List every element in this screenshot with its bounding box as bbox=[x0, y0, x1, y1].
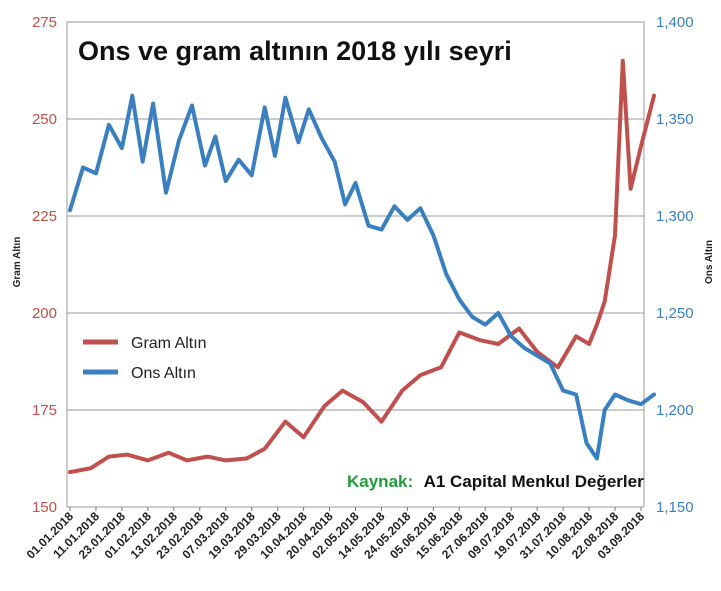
series-line-gram-altin bbox=[68, 58, 656, 475]
legend-label-gram: Gram Altın bbox=[131, 335, 207, 352]
right-tick-label: 1,400 bbox=[656, 14, 694, 31]
series-line-ons-altin bbox=[68, 93, 656, 461]
right-tick-label: 1,150 bbox=[656, 499, 694, 516]
chart-title: Ons ve gram altının 2018 yılı seyri bbox=[78, 36, 512, 66]
series-layer bbox=[68, 58, 656, 475]
left-tick-label: 150 bbox=[32, 499, 57, 516]
right-tick-label: 1,250 bbox=[656, 305, 694, 322]
left-tick-label: 175 bbox=[32, 402, 57, 419]
grid-lines bbox=[67, 118, 644, 411]
source-note: Kaynak: A1 Capital Menkul Değerler bbox=[347, 472, 644, 491]
right-tick-label: 1,200 bbox=[656, 402, 694, 419]
source-text: A1 Capital Menkul Değerler bbox=[424, 472, 645, 491]
left-tick-label: 250 bbox=[32, 111, 57, 128]
left-axis: 150 175 200 225 250 275 bbox=[32, 14, 57, 516]
plot-frame bbox=[66, 21, 645, 508]
right-tick-label: 1,350 bbox=[656, 111, 694, 128]
right-axis-title: Ons Altın bbox=[704, 240, 715, 284]
left-tick-label: 225 bbox=[32, 208, 57, 225]
legend-label-ons: Ons Altın bbox=[131, 365, 196, 382]
left-tick-label: 200 bbox=[32, 305, 57, 322]
left-axis-title: Gram Altın bbox=[12, 237, 23, 288]
left-tick-label: 275 bbox=[32, 14, 57, 31]
right-axis: 1,150 1,200 1,250 1,300 1,350 1,400 bbox=[656, 14, 694, 516]
right-tick-label: 1,300 bbox=[656, 208, 694, 225]
x-axis: 01.01.201811.01.201823.01.201801.02.2018… bbox=[24, 507, 647, 562]
legend: Gram Altın Ons Altın bbox=[83, 335, 207, 382]
source-label: Kaynak: bbox=[347, 472, 413, 491]
